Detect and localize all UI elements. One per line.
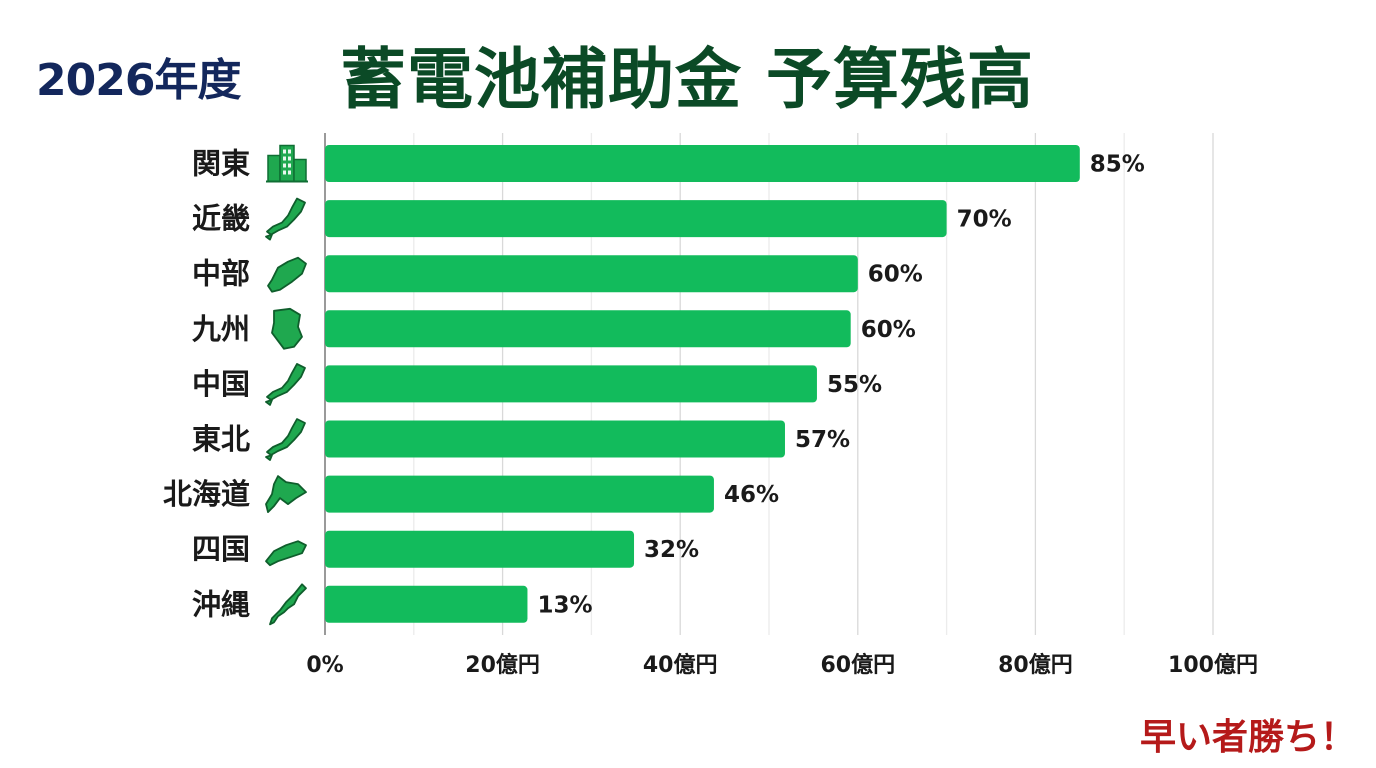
chart-title: 蓄電池補助金 予算残高 [340, 41, 1034, 118]
japan-map-icon [265, 418, 306, 461]
x-axis-ticks: 0% 20億円 40億円 60億円 80億円 100億円 [306, 652, 1258, 678]
bar [325, 475, 714, 513]
bar-value-label: 46% [724, 482, 779, 508]
region-map-icon [267, 256, 307, 293]
japan-map-icon [265, 362, 306, 406]
region-label: 中部 [192, 257, 250, 291]
bar [325, 530, 635, 568]
x-tick-label: 40億円 [643, 652, 718, 678]
shikoku-map-icon [265, 540, 307, 567]
bar [325, 200, 947, 238]
okinawa-map-icon [269, 583, 307, 626]
region-label: 九州 [192, 312, 250, 346]
bar [325, 420, 785, 458]
region-label: 中国 [192, 367, 250, 401]
region-label: 関東 [192, 147, 250, 181]
bar [325, 255, 858, 293]
bar [325, 145, 1080, 182]
hokkaido-map-icon [265, 475, 307, 514]
bar-value-label: 57% [795, 427, 850, 453]
x-tick-label: 100億円 [1168, 652, 1258, 678]
region-label: 近畿 [192, 202, 250, 236]
x-tick-label: 80億円 [998, 652, 1073, 678]
x-tick-label: 0% [306, 653, 343, 678]
bar-value-label: 13% [537, 592, 592, 618]
bar [325, 365, 817, 403]
hurry-callout: 早い者勝ち！ [1139, 717, 1356, 758]
bars: 85% 70% 60% 60% 55% 57% 46% 32% 13% [325, 145, 1145, 623]
region-label: 北海道 [163, 477, 250, 511]
x-tick-label: 20億円 [465, 652, 540, 678]
bar-value-label: 70% [957, 207, 1012, 233]
region-label: 沖縄 [192, 587, 250, 621]
bar-value-label: 85% [1090, 152, 1145, 178]
x-tick-label: 60億円 [820, 652, 895, 678]
bar [325, 585, 528, 623]
bar-value-label: 60% [861, 317, 916, 343]
bar-value-label: 60% [868, 262, 923, 288]
buildings-icon [266, 144, 308, 183]
bar-value-label: 32% [644, 537, 699, 563]
kyushu-map-icon [271, 307, 303, 350]
region-label: 四国 [192, 532, 250, 566]
japan-map-icon [265, 197, 306, 241]
bar-value-label: 55% [827, 372, 882, 398]
bar [325, 310, 851, 348]
region-label: 東北 [192, 422, 250, 456]
fiscal-year-label: 2026年度 [36, 55, 241, 106]
